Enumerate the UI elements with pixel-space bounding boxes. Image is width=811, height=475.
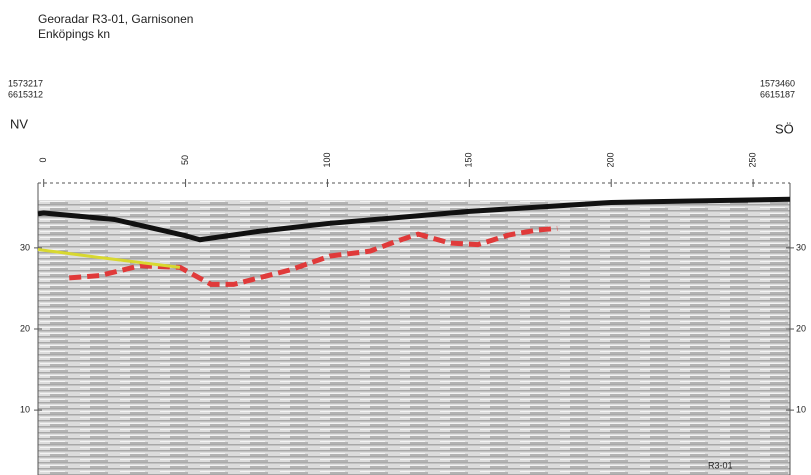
direction: NV bbox=[10, 116, 28, 131]
x-tick-label: 50 bbox=[180, 155, 190, 165]
y-tick-label: 30 bbox=[796, 242, 806, 252]
x-tick-label: 100 bbox=[322, 152, 332, 167]
y-tick-label: 20 bbox=[20, 323, 30, 333]
coord: 1573217 bbox=[8, 78, 43, 88]
subtitle: Enköpings kn bbox=[38, 27, 110, 41]
annotation: R3-01 bbox=[708, 460, 733, 470]
y-tick-label: 30 bbox=[20, 242, 30, 252]
y-tick-label: 20 bbox=[796, 323, 806, 333]
y-tick-label: 10 bbox=[20, 404, 30, 414]
x-tick-label: 150 bbox=[464, 152, 474, 167]
direction: SÖ bbox=[775, 121, 794, 136]
coord: 1573460 bbox=[760, 78, 795, 88]
interpretation-line bbox=[37, 196, 791, 243]
radargram-background bbox=[38, 200, 790, 475]
coord: 6615187 bbox=[760, 89, 795, 99]
x-tick-label: 200 bbox=[606, 152, 616, 167]
interpretation-line bbox=[69, 225, 558, 287]
coord: 6615312 bbox=[8, 89, 43, 99]
y-tick-label: 10 bbox=[796, 404, 806, 414]
interpretation-line bbox=[37, 248, 181, 269]
title: Georadar R3-01, Garnisonen bbox=[38, 12, 193, 26]
x-tick-label: 0 bbox=[38, 157, 48, 162]
x-tick-label: 250 bbox=[747, 152, 757, 167]
